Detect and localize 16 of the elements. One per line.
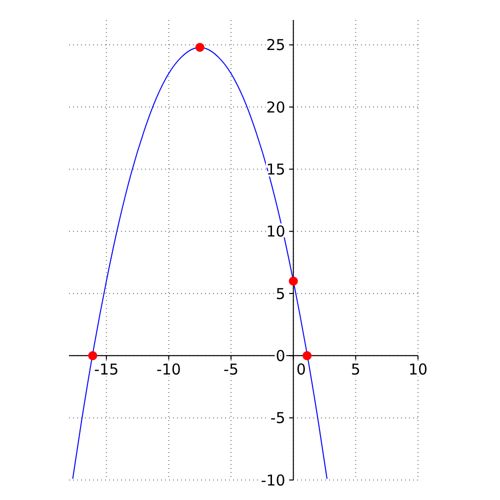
x-tick-label: 5	[350, 360, 360, 378]
y-tick-label: 25	[266, 36, 286, 54]
x-tick-label: 10	[408, 360, 428, 378]
point	[288, 276, 298, 286]
point	[88, 351, 98, 360]
y-tick-label: 5	[276, 284, 286, 303]
y-tick-label: -5	[270, 409, 286, 428]
x-tick-label: -5	[224, 360, 239, 378]
y-tick-label: 15	[266, 160, 286, 178]
x-tick-label: 0	[296, 360, 306, 378]
x-tick-label: -10	[156, 360, 181, 378]
point	[195, 42, 204, 52]
y-tick-label: 20	[266, 98, 286, 116]
y-tick-label: -10	[260, 471, 286, 490]
point	[302, 351, 312, 360]
x-tick-label: -15	[94, 360, 119, 378]
